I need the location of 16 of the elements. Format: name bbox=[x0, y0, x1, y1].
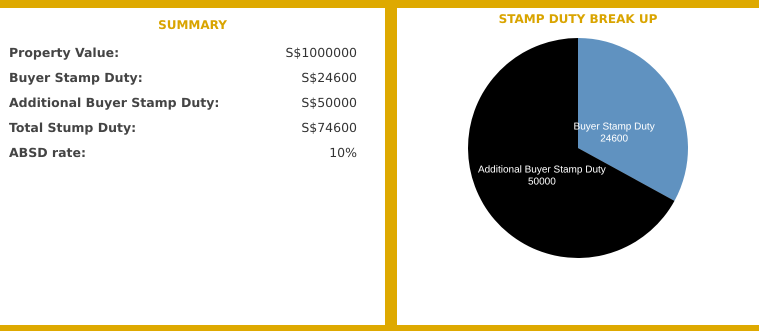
text: SUMMARY bbox=[157, 18, 228, 32]
text: Total Stump Duty: bbox=[9, 119, 136, 137]
text: S$24600 bbox=[301, 69, 357, 87]
text: ABSD rate: bbox=[9, 144, 86, 162]
slice-label: Additional Buyer Stamp Duty bbox=[478, 164, 606, 176]
text: S$74600 bbox=[301, 119, 357, 137]
text: Additional Buyer Stamp Duty: bbox=[9, 94, 220, 112]
text: 10% bbox=[329, 144, 357, 162]
text: S$1000000 bbox=[285, 44, 357, 62]
text: S$50000 bbox=[301, 94, 357, 112]
chart-title: STAMP DUTY BREAK UP bbox=[498, 12, 658, 26]
data-label: 24600 bbox=[600, 134, 628, 145]
text: Buyer Stamp Duty: bbox=[9, 69, 143, 87]
pie-slice bbox=[468, 38, 674, 258]
text: Property Value: bbox=[9, 44, 120, 62]
data-label: 50000 bbox=[528, 176, 556, 188]
